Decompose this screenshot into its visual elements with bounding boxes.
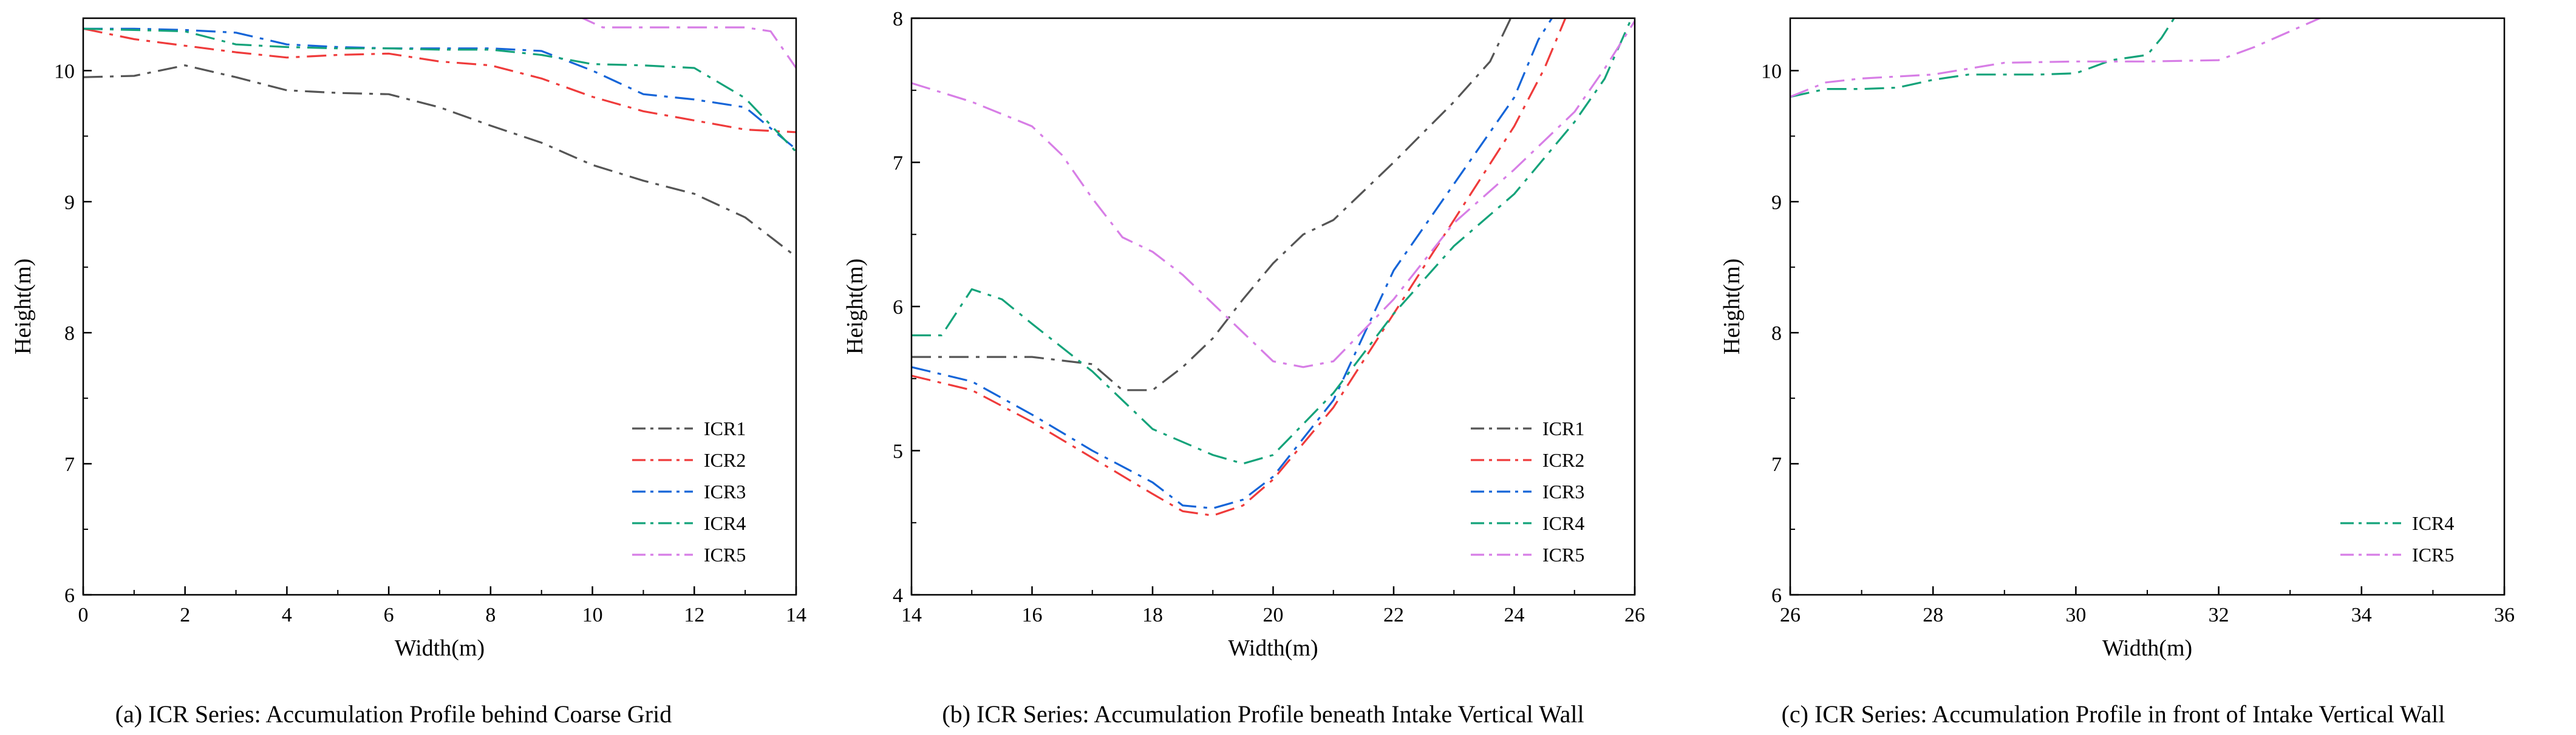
legend-label-icr5: ICR5 <box>704 544 746 566</box>
legend-label-icr4: ICR4 <box>1542 512 1584 534</box>
x-tick-label: 10 <box>582 604 603 626</box>
y-tick-label: 5 <box>893 441 903 463</box>
x-tick-label: 8 <box>485 604 496 626</box>
legend: ICR4 ICR5 <box>2340 512 2454 566</box>
y-tick-label: 7 <box>893 152 903 175</box>
plot-frame <box>82 17 797 596</box>
legend-label-icr2: ICR2 <box>1542 449 1584 471</box>
panel-caption: (b) ICR Series: Accumulation Profile ben… <box>942 700 1584 728</box>
legend-label-icr5: ICR5 <box>1542 544 1584 566</box>
series-line-icr5 <box>580 18 796 69</box>
x-tick-label: 36 <box>2494 604 2515 626</box>
legend-label-icr3: ICR3 <box>704 481 746 503</box>
series-line-icr2 <box>911 18 1567 517</box>
legend-label-icr2: ICR2 <box>704 449 746 471</box>
series-line-icr4 <box>83 27 796 153</box>
series-line-icr5 <box>911 20 1635 368</box>
y-tick-label: 10 <box>1761 60 1782 83</box>
series-line-icr1 <box>83 64 796 258</box>
x-tick-label: 18 <box>1142 604 1163 626</box>
chart-panel-3: 26 28 30 32 34 36678910Width(m)Height(m)ICR4I… <box>1719 17 2515 728</box>
legend-label-icr4: ICR4 <box>704 512 746 534</box>
legend-label-icr1: ICR1 <box>704 418 746 439</box>
series-line-icr4 <box>911 18 1633 465</box>
panel-caption: (a) ICR Series: Accumulation Profile beh… <box>115 700 672 728</box>
y-axis-title: Height(m) <box>842 259 868 354</box>
series-group <box>911 18 1635 517</box>
y-tick-label: 9 <box>64 191 75 214</box>
y-tick-label: 8 <box>1771 322 1782 345</box>
series-line-icr5 <box>1790 18 2323 98</box>
series-line-icr1 <box>911 18 1512 391</box>
chart-panel-2: 14 16 18 20 22 24 26 4 5 6 7 8 Width(m) Height(m) ICR1… <box>842 8 1645 728</box>
y-tick-label: 9 <box>1771 191 1782 214</box>
series-group <box>1790 18 2323 98</box>
legend-label-icr5: ICR5 <box>2412 544 2454 566</box>
x-tick-label: 26 <box>1624 604 1645 626</box>
x-tick-label: 30 <box>2065 604 2086 626</box>
x-axis-title: Width(m) <box>2102 635 2192 661</box>
series-line-icr4 <box>1790 18 2176 98</box>
legend-label-icr1: ICR1 <box>1542 418 1584 439</box>
y-tick-label: 4 <box>893 584 903 607</box>
x-tick-label: 20 <box>1263 604 1284 626</box>
plot-frame <box>910 17 1636 596</box>
x-axis-title: Width(m) <box>395 635 485 661</box>
series-line-icr3 <box>83 27 796 151</box>
y-axis-title: Height(m) <box>10 259 36 354</box>
y-tick-label: 7 <box>64 453 75 476</box>
x-tick-label: 2 <box>180 604 190 626</box>
y-tick-label: 6 <box>1771 584 1782 607</box>
legend: ICR1 ICR2 ICR3 ICR4 ICR5 <box>632 418 746 566</box>
legend-label-icr4: ICR4 <box>2412 512 2454 534</box>
series-line-icr2 <box>83 27 796 134</box>
x-tick-label: 26 <box>1780 604 1801 626</box>
x-tick-label: 24 <box>1504 604 1525 626</box>
series-line-icr3 <box>911 18 1553 510</box>
x-axis-title: Width(m) <box>1228 635 1318 661</box>
legend-label-icr3: ICR3 <box>1542 481 1584 503</box>
x-tick-label: 34 <box>2351 604 2372 626</box>
chart-panel-1: 0 2 4 6 8 10 12 14678910Width(m)Height(m)ICR1IC… <box>10 17 806 728</box>
x-tick-label: 22 <box>1383 604 1404 626</box>
legend: ICR1 ICR2 ICR3 ICR4 ICR5 <box>1471 418 1584 566</box>
y-tick-label: 7 <box>1771 453 1782 476</box>
y-tick-label: 8 <box>64 322 75 345</box>
x-tick-label: 0 <box>78 604 89 626</box>
x-tick-label: 6 <box>384 604 394 626</box>
x-tick-label: 14 <box>786 604 806 626</box>
panel-caption: (c) ICR Series: Accumulation Profile in … <box>1782 700 2445 728</box>
series-group <box>83 18 796 258</box>
y-tick-label: 6 <box>893 296 903 319</box>
y-axis-title: Height(m) <box>1719 259 1745 354</box>
x-tick-label: 28 <box>1923 604 1943 626</box>
x-tick-label: 12 <box>684 604 704 626</box>
x-tick-label: 32 <box>2209 604 2229 626</box>
x-tick-label: 16 <box>1022 604 1043 626</box>
y-tick-label: 6 <box>64 584 75 607</box>
x-tick-label: 14 <box>901 604 922 626</box>
plot-frame <box>1789 17 2506 596</box>
x-tick-label: 4 <box>282 604 292 626</box>
y-tick-label: 10 <box>54 60 75 83</box>
y-tick-label: 8 <box>893 8 903 30</box>
